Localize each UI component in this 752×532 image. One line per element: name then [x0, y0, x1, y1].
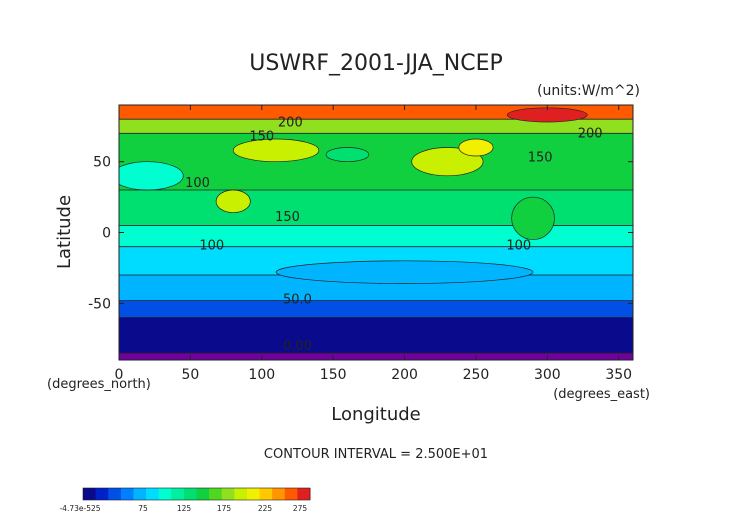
- y-unit-label: (degrees_north): [47, 377, 151, 392]
- colorbar-swatch-14: [259, 488, 273, 500]
- colorbar-label-1: 75: [138, 504, 148, 513]
- x-tick-label-0: 0: [115, 367, 124, 383]
- contour-label-8: 50.0: [283, 292, 312, 307]
- patch-1: [411, 147, 484, 177]
- contour-label-1: 150: [249, 129, 274, 144]
- patch-6: [325, 147, 370, 163]
- colorbar-labels: -4.73e-525 75 125 175 225 275: [59, 504, 307, 513]
- colorbar-swatch-1: [95, 488, 109, 500]
- contour-label-3: 200: [578, 127, 603, 142]
- band-3: [119, 190, 633, 226]
- colorbar-swatch-15: [272, 488, 286, 500]
- x-tick-label-250: 250: [463, 367, 490, 383]
- colorbar-swatch-8: [183, 488, 197, 500]
- colorbar-swatch-3: [120, 488, 134, 500]
- band-2: [119, 133, 633, 190]
- colorbar-swatch-2: [108, 488, 122, 500]
- y-tick-label-50: 50: [93, 155, 111, 171]
- x-tick-label-350: 350: [605, 367, 632, 383]
- colorbar-label-3: 175: [217, 504, 232, 513]
- x-tick-label-200: 200: [391, 367, 418, 383]
- x-axis-label: Longitude: [331, 404, 421, 425]
- y-axis-label: Latitude: [54, 195, 75, 269]
- patch-8: [275, 260, 534, 284]
- contour-label-4: 100: [185, 176, 210, 191]
- chart-title: USWRF_2001-JJA_NCEP: [249, 51, 503, 76]
- band-0: [119, 105, 633, 120]
- latitude-bands: [119, 105, 633, 360]
- colorbar-label-2: 125: [177, 504, 192, 513]
- x-tick-label-50: 50: [181, 367, 199, 383]
- y-axis-ticks: -50 0 50: [88, 155, 633, 312]
- x-tick-label-150: 150: [320, 367, 347, 383]
- colorbar-swatch-12: [234, 488, 248, 500]
- contour-label-2: 150: [528, 151, 553, 166]
- plot-area: 200 150 150 200 100 150 100 100 50.0 0.00: [119, 105, 633, 360]
- contour-interval-text: CONTOUR INTERVAL = 2.500E+01: [264, 447, 488, 462]
- contour-label-7: 100: [506, 239, 531, 254]
- patch-3: [215, 189, 251, 214]
- colorbar-swatch-13: [246, 488, 261, 500]
- colorbar-swatch-7: [171, 488, 185, 500]
- contour-label-0: 200: [278, 115, 303, 130]
- patch-4: [458, 138, 494, 157]
- x-tick-label-100: 100: [248, 367, 275, 383]
- contour-patches: [119, 107, 588, 284]
- band-8: [119, 317, 633, 353]
- colorbar: [82, 487, 311, 501]
- x-axis-ticks: 0 50 100 150 200 250 300 350: [115, 105, 632, 383]
- colorbar-label-5: 275: [293, 504, 308, 513]
- colorbar-swatch-4: [133, 488, 147, 500]
- colorbar-swatch-0: [83, 488, 97, 500]
- colorbar-swatch-17: [297, 488, 311, 500]
- contour-label-5: 150: [275, 210, 300, 225]
- band-1: [119, 119, 633, 134]
- band-4: [119, 225, 633, 247]
- colorbar-swatch-6: [158, 488, 172, 500]
- y-tick-label--50: -50: [88, 296, 111, 312]
- patch-2: [232, 138, 320, 163]
- x-unit-label: (degrees_east): [553, 387, 650, 402]
- contour-labels: 200 150 150 200 100 150 100 100 50.0 0.00: [185, 115, 602, 354]
- contour-label-9: 0.00: [283, 339, 312, 354]
- patch-7: [511, 196, 555, 240]
- contour-label-6: 100: [199, 239, 224, 254]
- x-tick-label-300: 300: [534, 367, 561, 383]
- patch-5: [119, 161, 184, 191]
- colorbar-swatch-9: [196, 488, 210, 500]
- colorbar-swatch-16: [284, 488, 298, 500]
- colorbar-frame: [82, 487, 311, 501]
- units-label: (units:W/m^2): [537, 83, 640, 99]
- colorbar-label-4: 225: [258, 504, 273, 513]
- colorbar-label-0: -4.73e-525: [59, 504, 100, 513]
- band-9: [119, 352, 633, 360]
- colorbar-swatch-5: [146, 488, 160, 500]
- y-tick-label-0: 0: [102, 226, 111, 242]
- band-7: [119, 300, 633, 318]
- colorbar-swatch-11: [221, 488, 235, 500]
- colorbar-swatch-10: [209, 488, 223, 500]
